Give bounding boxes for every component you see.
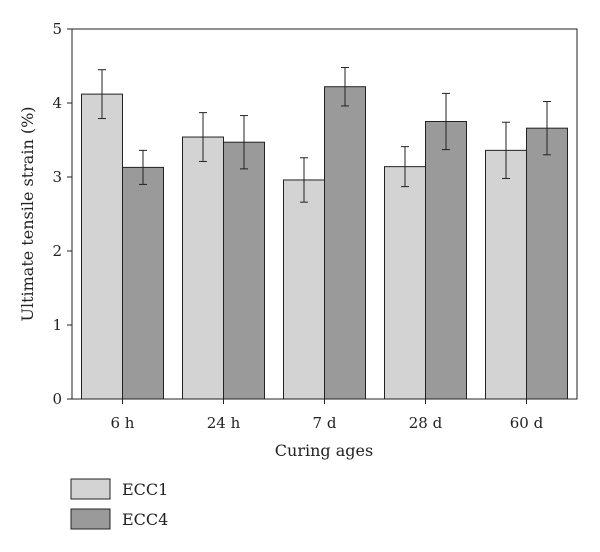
y-tick-label: 4: [52, 94, 62, 112]
x-tick-label: 60 d: [510, 414, 544, 432]
bar: [526, 127, 568, 400]
bar: [182, 136, 224, 400]
y-tick-label: 3: [52, 168, 62, 186]
x-axis: 6 h 24 h 7 d 28 d 60 d: [111, 399, 544, 432]
bar: [425, 121, 467, 400]
bars-group: [81, 86, 568, 400]
y-axis-title: Ultimate tensile strain (%): [18, 106, 37, 321]
x-tick-label: 6 h: [111, 414, 135, 432]
y-tick-label: 2: [52, 242, 62, 260]
y-tick-label: 1: [52, 316, 62, 334]
bar: [81, 93, 123, 400]
legend-swatch: [70, 478, 111, 500]
bar: [223, 141, 265, 400]
legend-swatch: [70, 508, 111, 530]
x-tick-label: 28 d: [409, 414, 443, 432]
bar: [324, 86, 366, 400]
legend-label: ECC1: [122, 480, 168, 499]
x-tick-label: 24 h: [207, 414, 241, 432]
legend: ECC1 ECC4: [70, 478, 168, 530]
bar: [283, 179, 325, 400]
bar: [384, 166, 426, 400]
legend-label: ECC4: [122, 510, 168, 529]
x-axis-title: Curing ages: [275, 441, 373, 460]
x-tick-label: 7 d: [313, 414, 337, 432]
y-axis: 0 1 2 3 4 5: [52, 20, 72, 408]
bar: [122, 166, 164, 400]
error-bars-group: [98, 66, 551, 203]
bar: [485, 149, 527, 400]
y-tick-label: 0: [52, 390, 62, 408]
y-tick-label: 5: [52, 20, 62, 38]
